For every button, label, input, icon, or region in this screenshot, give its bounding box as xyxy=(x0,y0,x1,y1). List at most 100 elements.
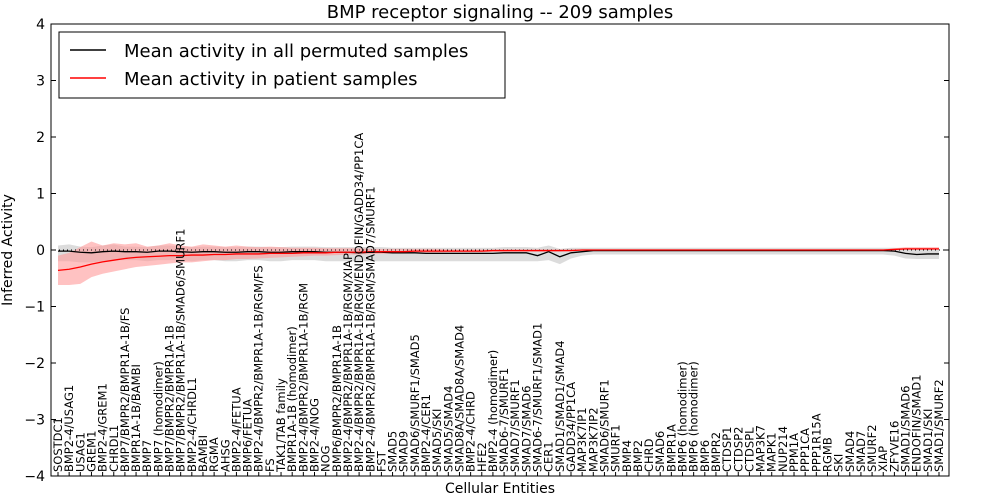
x-tick-label: ENDOFIN/SMAD1 xyxy=(910,374,924,472)
x-tick-label: BAMBI xyxy=(196,435,210,472)
x-tick-label: BMPR1A-1B (homodimer) xyxy=(285,326,299,472)
x-tick-label: SMAD6/SMURF1/SMAD5 xyxy=(408,334,422,472)
x-tick-label: ZFYVE16 xyxy=(887,421,901,472)
legend: Mean activity in all permuted samples Me… xyxy=(58,31,506,99)
x-tick-label: PPM1A xyxy=(787,433,801,472)
x-tick-label: GADD34/PP1CA xyxy=(564,382,578,472)
x-tick-label: BMP2-4/USAG1 xyxy=(62,385,76,472)
x-tick-label: BMP6 xyxy=(698,440,712,472)
x-tick-label: BMP2 xyxy=(631,440,645,472)
y-axis: −4 −3 −2 −1 0 1 2 3 4 xyxy=(24,17,949,485)
x-tick-label: BMP7 (homodimer) xyxy=(151,361,165,472)
x-tick-label: SMAD1/SKI xyxy=(921,409,935,472)
series-lines xyxy=(51,248,949,271)
x-tick-label: BMP2-4/BMPR2/BMPR1A-1B/RGM/SMAD7/SMURF1 xyxy=(363,186,377,472)
x-tick-label: CTDSP1 xyxy=(720,427,734,472)
legend-box xyxy=(58,31,506,99)
x-tick-label: SMAD1/SMURF2 xyxy=(932,379,946,472)
x-tick-label: BMP2-4/CER1 xyxy=(419,394,433,472)
x-tick-label: MAP3K7IP2 xyxy=(586,407,600,472)
x-tick-label: BMP2-4/BMPR2/BMPR1A-1B/RGM/FS xyxy=(252,265,266,472)
x-tick-label: BMP2-4/BMPR2/BMPR1A-1B/RGM/ENDOFIN/GADD3… xyxy=(352,133,366,472)
x-tick-label: SMAD6-7/SMURF1/SMAD1 xyxy=(531,323,545,472)
x-tick-label: CER1 xyxy=(542,441,556,472)
x-tick-label: XIAP xyxy=(876,446,890,472)
x-tick-label: SMAD6 xyxy=(653,431,667,472)
x-tick-label: SMAD9 xyxy=(397,431,411,472)
x-tick-label: MAPK1 xyxy=(765,432,779,472)
x-tick-label: BMP2-4/CHRD xyxy=(464,391,478,472)
y-tick-label: −3 xyxy=(24,413,45,429)
x-tick-label: CTDSPL xyxy=(742,427,756,472)
x-tick-label: PPP1CA xyxy=(798,428,812,472)
x-tick-label: BMP6 (homodimer) xyxy=(676,361,690,472)
x-tick-label: NUP214 xyxy=(776,426,790,472)
x-tick-label: SMAD5/SKI xyxy=(430,409,444,472)
x-tick-label: BMP7/BMPR2/BMPR1A-1B/SMAD6/SMURF1 xyxy=(174,229,188,472)
y-tick-label: 3 xyxy=(36,74,45,90)
x-tick-label: SMURF2 xyxy=(865,424,879,472)
x-tick-label: BMP7/BMPR2/BMPR1A-1B xyxy=(163,325,177,472)
x-tick-label: BMP4 xyxy=(620,440,634,472)
y-tick-label: 1 xyxy=(36,187,45,203)
x-tick-label: PPP1R15A xyxy=(809,413,823,472)
x-tick-label: RGMB xyxy=(820,437,834,472)
x-tick-label: SMAD6-7/SMURF1 xyxy=(497,368,511,472)
x-tick-label: BMPR1A-1B/BAMBI xyxy=(129,364,143,472)
x-tick-label: CHRD xyxy=(642,438,656,472)
y-tick-label: −2 xyxy=(24,356,45,372)
x-tick-label: SMAD6/SMURF1 xyxy=(597,379,611,472)
x-tick-label: SOSTDC1 xyxy=(51,417,65,472)
x-axis: SOSTDC1BMP2-4/USAG1USAG1GREM1BMP2-4/GREM… xyxy=(51,133,946,476)
chart-title: BMP receptor signaling -- 209 samples xyxy=(327,2,674,23)
x-tick-label: BMP7 xyxy=(140,440,154,472)
x-tick-label: HFE2 xyxy=(475,442,489,472)
x-tick-label: SMAD7 xyxy=(854,431,868,472)
x-tick-label: BMP2-4 (homodimer) xyxy=(486,350,500,472)
x-tick-label: RGMA xyxy=(207,437,221,472)
x-tick-label: NOG xyxy=(319,445,333,472)
x-tick-label: BMPR2 xyxy=(709,432,723,472)
y-tick-label: 4 xyxy=(36,17,45,33)
x-tick-label: MAP3K7IP1 xyxy=(575,407,589,472)
x-tick-label: BMP7/BMPR2/BMPR1A-1B/FS xyxy=(118,308,132,472)
y-tick-label: −4 xyxy=(24,469,45,485)
x-tick-label: SKI xyxy=(832,454,846,472)
x-tick-label: FST xyxy=(374,450,388,472)
x-tick-label: SMAD1/SMAD6 xyxy=(899,386,913,472)
x-tick-label: FS xyxy=(263,458,277,472)
x-tick-label: TAK1/TAB family xyxy=(274,378,288,473)
x-tick-label: GREM1 xyxy=(84,431,98,472)
x-tick-label: BMP2-4/CHRDL1 xyxy=(185,377,199,472)
x-tick-label: SMAD7/SMAD6 xyxy=(519,386,533,472)
x-axis-label: Cellular Entities xyxy=(445,481,555,497)
x-tick-label: SMURF1 xyxy=(609,424,623,472)
x-tick-label: CHRDL1 xyxy=(107,425,121,472)
x-tick-label: MAP3K7 xyxy=(754,425,768,472)
x-tick-label: BMP6/BMPR2/BMPR1A-1B xyxy=(330,325,344,472)
x-tick-label: BMP2-4/BMPR2/BMPR1A-1B/RGM/XIAP xyxy=(341,253,355,472)
x-tick-label: BMP2-4/FETUA xyxy=(229,387,243,472)
x-tick-label: BMP6/FETUA xyxy=(241,399,255,472)
x-tick-label: CTDSP2 xyxy=(731,427,745,472)
x-tick-label: USAG1 xyxy=(73,432,87,472)
x-tick-label: BMP2-4/BMPR2/BMPR1A-1B/RGM xyxy=(296,283,310,472)
legend-label-patient: Mean activity in patient samples xyxy=(124,69,418,90)
x-tick-label: SMAD5 xyxy=(386,431,400,472)
x-tick-label: AHSG xyxy=(218,439,232,472)
x-tick-label: SMAD5/SMAD4 xyxy=(441,386,455,472)
series-line-patient xyxy=(57,248,939,271)
x-tick-label: BMPR1A xyxy=(664,424,678,472)
x-tick-label: SMAD4 xyxy=(843,431,857,472)
x-tick-label: BMP2-4/NOG xyxy=(307,398,321,472)
y-tick-label: 2 xyxy=(36,130,45,146)
confidence-bands xyxy=(58,241,939,286)
legend-label-permuted: Mean activity in all permuted samples xyxy=(124,41,468,62)
x-tick-label: SMAD1/SMAD1/SMAD4 xyxy=(553,340,567,472)
y-tick-label: −1 xyxy=(24,300,45,316)
x-tick-label: SMAD8A/SMAD8A/SMAD4 xyxy=(452,325,466,472)
x-tick-label: SMAD7/SMURF1 xyxy=(508,379,522,472)
y-tick-label: 0 xyxy=(36,243,45,259)
x-tick-label: BMP2-4/GREM1 xyxy=(96,383,110,472)
